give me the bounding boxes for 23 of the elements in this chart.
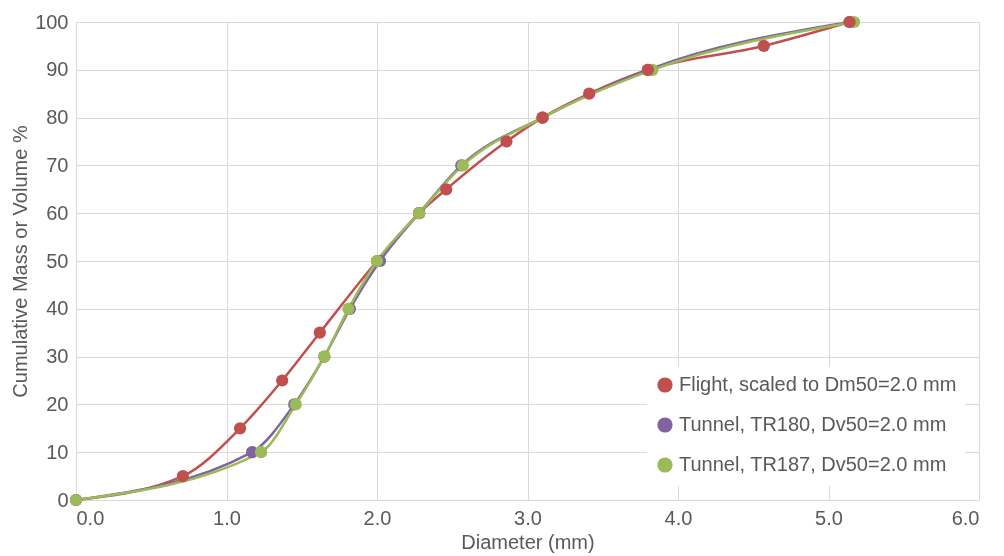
y-tick-label: 50 <box>46 249 69 272</box>
y-tick-label: 20 <box>46 392 69 415</box>
x-tick-label: 1.0 <box>213 506 241 529</box>
legend-label: Flight, scaled to Dm50=2.0 mm <box>679 373 957 395</box>
x-tick-label: 6.0 <box>951 506 980 529</box>
x-tick-label: 4.0 <box>664 506 693 529</box>
y-axis-title: Cumulative Mass or Volume % <box>9 125 32 398</box>
y-tick-label: 40 <box>46 297 69 320</box>
legend-label: Tunnel, TR187, Dv50=2.0 mm <box>679 453 947 475</box>
y-tick-label: 0 <box>57 488 69 511</box>
y-tick-label: 30 <box>46 345 69 368</box>
x-tick-label: 0.0 <box>76 506 105 529</box>
y-tick-label: 80 <box>46 106 69 129</box>
x-tick-label: 3.0 <box>514 506 542 529</box>
y-tick-label: 10 <box>46 440 69 463</box>
legend-label: Tunnel, TR180, Dv50=2.0 mm <box>679 413 947 435</box>
y-tick-label: 70 <box>46 153 69 176</box>
y-tick-label: 100 <box>35 10 69 33</box>
y-tick-label: 60 <box>46 201 69 224</box>
x-tick-label: 5.0 <box>815 506 843 529</box>
y-tick-label: 90 <box>46 58 69 81</box>
x-axis-title: Diameter (mm) <box>461 530 595 553</box>
x-tick-label: 2.0 <box>363 506 392 529</box>
